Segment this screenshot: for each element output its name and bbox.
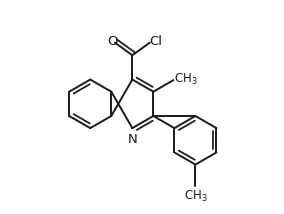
Text: O: O [107,35,117,48]
Text: N: N [128,133,137,146]
Text: CH$_3$: CH$_3$ [183,189,207,204]
Text: CH$_3$: CH$_3$ [174,71,198,87]
Text: Cl: Cl [149,35,162,48]
